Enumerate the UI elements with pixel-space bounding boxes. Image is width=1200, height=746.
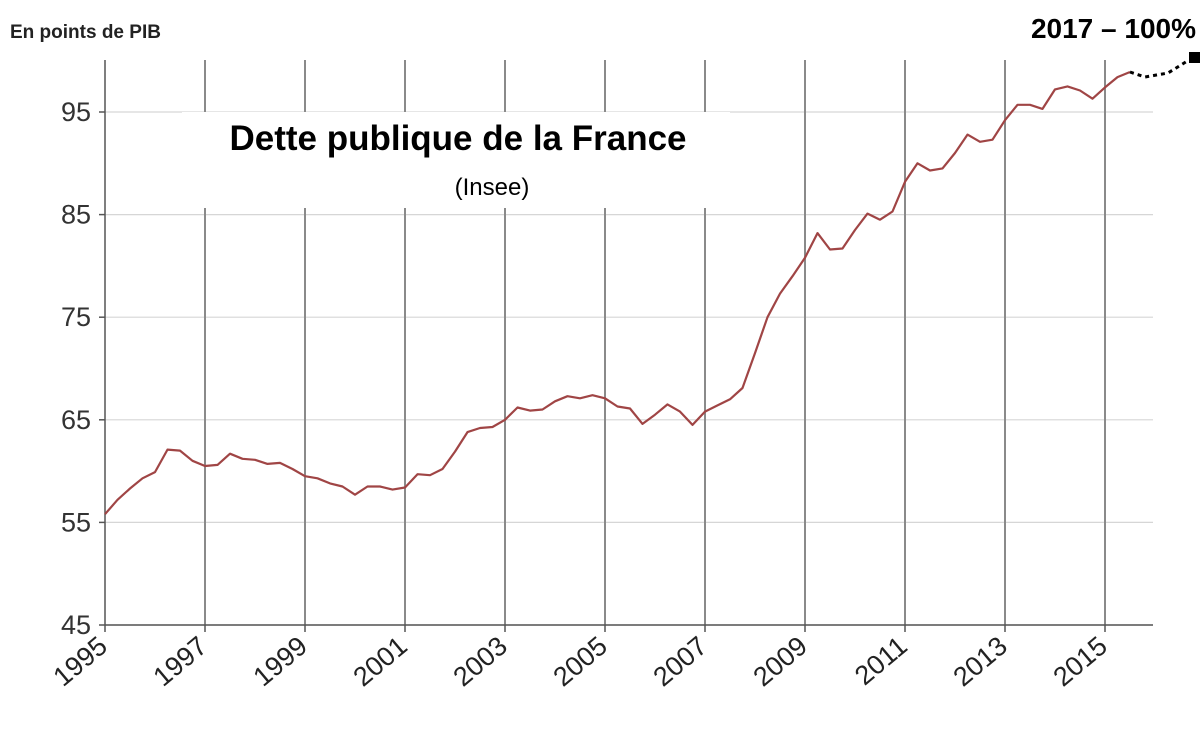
y-tick-label: 55 [61,507,91,537]
y-tick-label: 85 [61,200,91,230]
chart-title: Dette publique de la France [229,119,686,158]
x-tick-label: 2011 [849,631,913,691]
x-tick-label: 2001 [348,631,413,693]
x-tick-label: 1997 [148,631,213,693]
x-tick-label: 2007 [648,631,713,693]
y-tick-label: 65 [61,405,91,435]
x-tick-label: 2005 [548,631,613,693]
chart-subtitle: (Insee) [455,174,530,201]
y-tick-label: 95 [61,97,91,127]
y-tick-label: 45 [61,610,91,640]
x-tick-label: 2009 [748,631,813,693]
x-tick-label: 1999 [248,631,313,693]
projection-marker [1189,52,1200,63]
y-tick-label: 75 [61,302,91,332]
y-axis-label: En points de PIB [10,22,161,43]
series-line [104,70,1131,515]
x-axis-ticks: 1995 1997 1999 2001 2003 2005 2007 2009 2011 2013… [48,625,1113,692]
projection-annotation: 2017 – 100% [1031,13,1196,44]
y-axis-ticks: 45 55 65 75 85 95 [61,97,105,640]
projection-dotted-line [1129,58,1190,79]
x-tick-label: 2003 [448,631,513,693]
x-tick-label: 2015 [1048,631,1113,693]
title-backdrop [182,112,730,208]
x-tick-label: 2013 [948,631,1013,693]
